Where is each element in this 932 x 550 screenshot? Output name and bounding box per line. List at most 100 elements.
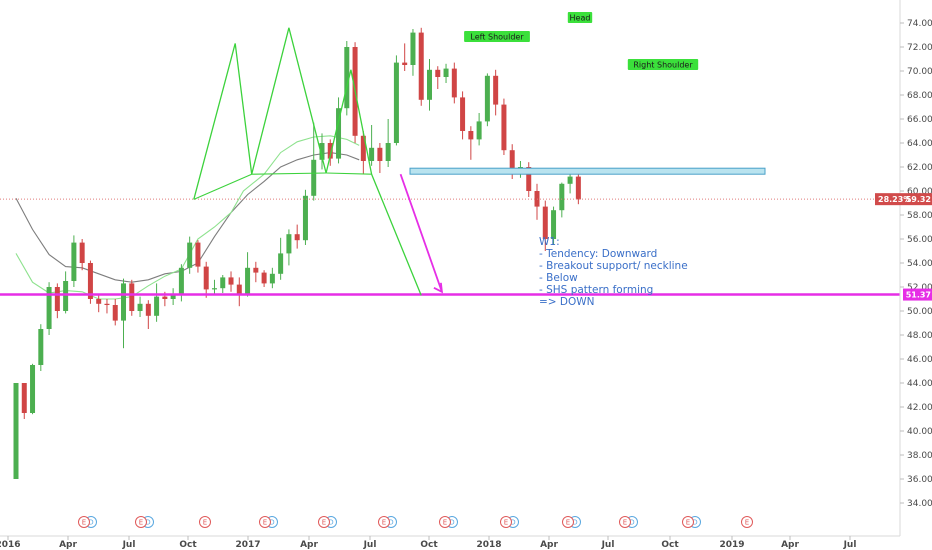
candle-body xyxy=(336,108,342,159)
dividend-letter: D xyxy=(449,519,454,527)
y-tick-label: 36.00 xyxy=(907,475,932,485)
candle xyxy=(112,299,118,326)
shs-outline xyxy=(193,27,373,200)
candle xyxy=(145,300,151,329)
x-tick-label: Jul xyxy=(601,540,615,550)
candle-body xyxy=(220,277,226,289)
candle-body xyxy=(187,242,193,268)
earnings-letter: E xyxy=(566,519,570,527)
current-pct-label: 28.23% xyxy=(878,195,911,204)
candle-body xyxy=(319,143,325,160)
projection-arrow-head xyxy=(433,282,443,294)
earnings-letter: E xyxy=(745,519,749,527)
candle-body xyxy=(253,267,259,273)
earnings-letter: E xyxy=(82,519,86,527)
candle xyxy=(575,173,581,205)
candle-body xyxy=(393,62,399,143)
y-tick-label: 50.00 xyxy=(907,307,932,317)
shs-right-base xyxy=(326,172,372,175)
shs-mid-base xyxy=(251,172,327,175)
candle-body xyxy=(327,143,333,159)
candle-body xyxy=(30,365,36,413)
candle xyxy=(278,237,284,280)
x-tick-label: Oct xyxy=(420,540,438,550)
candle xyxy=(542,200,548,251)
y-tick-label: 60.00 xyxy=(907,187,932,197)
candle xyxy=(46,282,52,335)
support-price-tag-bg xyxy=(903,288,932,301)
left-shoulder-label-bg xyxy=(464,31,530,42)
dividend-letter: D xyxy=(629,519,634,527)
neckline-zone xyxy=(409,167,766,175)
head-label-bg xyxy=(567,12,593,23)
candle xyxy=(427,59,432,111)
candle-body xyxy=(294,234,300,241)
x-tick-label: Oct xyxy=(179,540,197,550)
y-tick-label: 70.00 xyxy=(907,67,932,77)
earnings-letter: E xyxy=(382,519,386,527)
candle xyxy=(302,189,308,245)
projection-line xyxy=(370,173,422,296)
right-shoulder-label: Right Shoulder xyxy=(633,61,693,70)
candle xyxy=(228,271,234,292)
current-price-tag-bg xyxy=(875,193,932,206)
x-tick-label: 2017 xyxy=(235,540,260,550)
y-tick-label: 62.00 xyxy=(907,163,932,173)
candle-body xyxy=(360,135,366,161)
dividend-letter: D xyxy=(328,519,333,527)
candle-body xyxy=(269,273,275,284)
earnings-marker xyxy=(682,516,694,528)
earnings-marker xyxy=(562,516,574,528)
candle-body xyxy=(79,242,85,263)
candle-body xyxy=(104,303,110,305)
candle xyxy=(245,252,251,297)
candle xyxy=(154,283,160,322)
candle-body xyxy=(501,104,507,151)
candle-body xyxy=(195,242,201,267)
candle-body xyxy=(369,147,375,161)
dividend-letter: D xyxy=(510,519,515,527)
y-tick-label: 38.00 xyxy=(907,451,932,461)
candle xyxy=(294,224,300,249)
earnings-marker xyxy=(78,516,90,528)
candle-body xyxy=(559,183,565,211)
candle-body xyxy=(575,176,581,200)
earnings-letter: E xyxy=(686,519,690,527)
candle-body xyxy=(526,167,532,191)
candle xyxy=(443,63,449,83)
candle xyxy=(501,98,507,155)
candle xyxy=(435,66,441,89)
candle xyxy=(203,261,209,298)
candle-body xyxy=(54,287,60,311)
candle-body xyxy=(418,32,424,100)
analysis-note: W1: - Tendency: Downward - Breakout supp… xyxy=(539,236,688,308)
earnings-marker xyxy=(619,516,631,528)
x-tick-label: Apr xyxy=(540,540,558,550)
candle xyxy=(551,206,557,245)
candle-body xyxy=(121,283,127,321)
earnings-letter: E xyxy=(203,519,207,527)
candle xyxy=(261,270,267,287)
earnings-marker xyxy=(318,516,330,528)
y-tick-label: 42.00 xyxy=(907,403,932,413)
candle-body xyxy=(443,68,449,77)
y-tick-label: 64.00 xyxy=(907,139,932,149)
candle-body xyxy=(245,267,251,295)
candle-body xyxy=(493,75,499,105)
x-tick-label: 2019 xyxy=(719,540,744,550)
candle xyxy=(129,279,135,316)
y-tick-label: 68.00 xyxy=(907,91,932,101)
candle xyxy=(344,41,350,116)
candle-body xyxy=(112,305,118,321)
earnings-marker xyxy=(439,516,451,528)
candle xyxy=(170,288,176,305)
candle xyxy=(418,27,424,106)
candle xyxy=(63,271,69,314)
candle xyxy=(253,261,259,283)
candle-body xyxy=(170,295,176,299)
candle xyxy=(360,131,366,175)
candle xyxy=(178,264,184,302)
candle-body xyxy=(145,303,151,316)
